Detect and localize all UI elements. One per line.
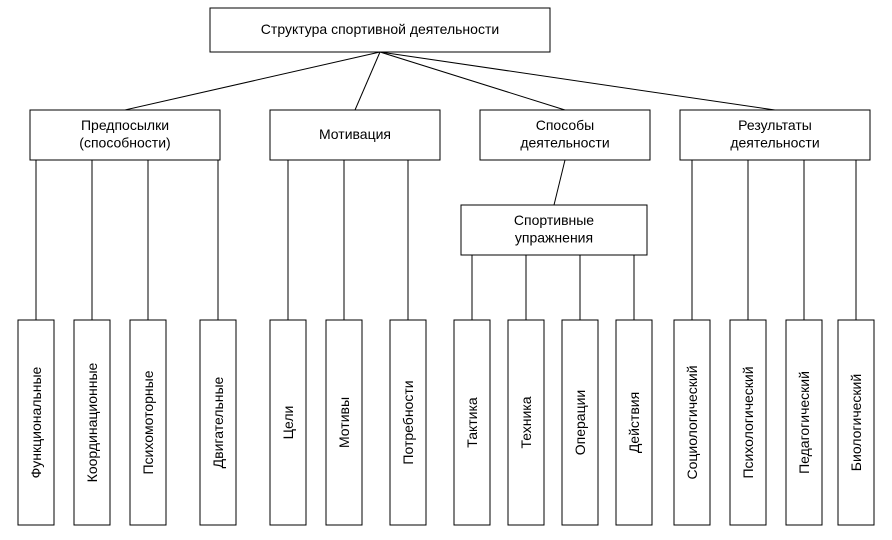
level2-mot-label: Мотивация	[319, 126, 391, 142]
leaf-label: Функциональные	[28, 366, 44, 478]
leaf-label: Техника	[518, 396, 534, 448]
level2-spo-label: деятельности	[520, 135, 609, 151]
leaf-label: Двигательные	[210, 376, 226, 468]
mid-node-label: упражнения	[515, 230, 593, 246]
leaf-label: Психологический	[740, 366, 756, 478]
leaf-label: Тактика	[464, 397, 480, 448]
leaf-label: Потребности	[400, 380, 416, 464]
leaf-label: Психомоторные	[140, 370, 156, 474]
leaf-label: Мотивы	[336, 397, 352, 448]
leaf-label: Биологический	[848, 374, 864, 471]
leaf-label: Операции	[572, 390, 588, 456]
mid-node-label: Спортивные	[514, 212, 594, 228]
root-node-label: Структура спортивной деятельности	[261, 21, 499, 37]
level2-pre-label: Предпосылки	[81, 117, 169, 133]
leaf-label: Действия	[626, 392, 642, 453]
leaf-label: Координационные	[84, 362, 100, 482]
leaf-label: Социологический	[684, 365, 700, 479]
level2-res-label: деятельности	[730, 135, 819, 151]
tree-diagram: Структура спортивной деятельности Предпос…	[0, 0, 892, 540]
leaf-label: Цели	[280, 406, 296, 440]
leaf-label: Педагогический	[796, 371, 812, 474]
level2-pre-label: (способности)	[79, 135, 170, 151]
level2-spo-label: Способы	[536, 117, 595, 133]
level2-res-label: Результаты	[738, 117, 812, 133]
